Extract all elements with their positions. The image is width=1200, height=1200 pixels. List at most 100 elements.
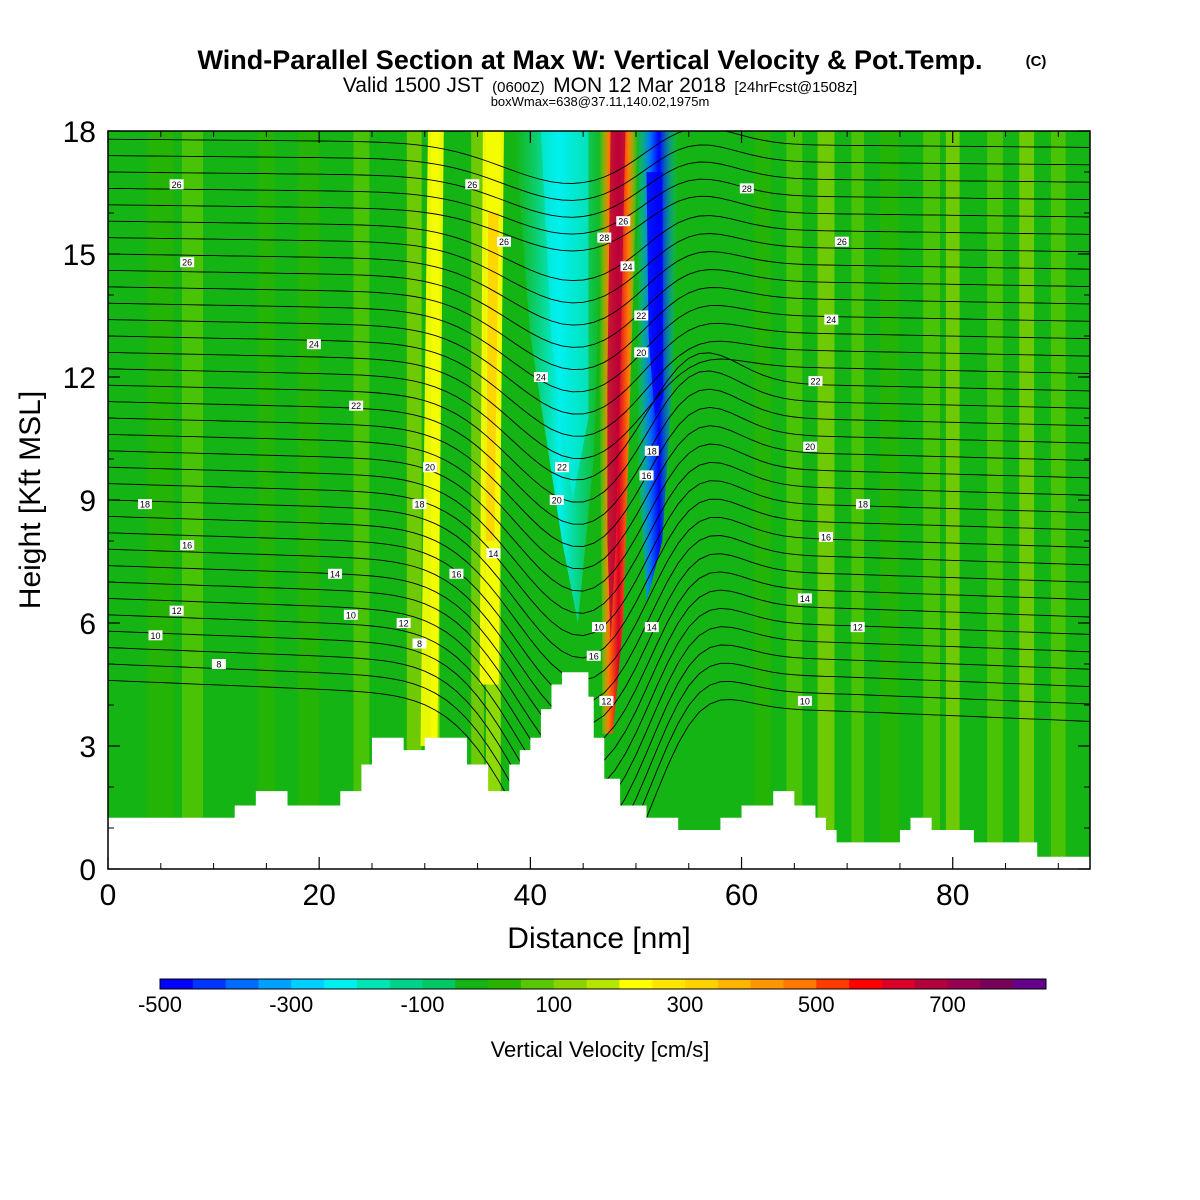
contour-label-text: 16 [182,541,192,551]
field-band [353,131,370,869]
downdraft-core [646,172,664,418]
y-tick-label: 9 [79,485,96,518]
downdraft-region-cyan-core [540,131,589,500]
updraft-band-west-3 [486,213,499,541]
contour-label-text: 24 [309,340,319,350]
theta-contour-line [108,663,1090,869]
valid-prefix: Valid 1500 JST [343,74,484,97]
contour-label: 24 [824,314,839,325]
contour-label-text: 16 [642,471,652,481]
y-axis-label: Height [Kft MSL] [14,391,47,609]
field-band [987,131,1003,869]
contour-label: 26 [616,216,631,227]
contour-label-bg [597,232,612,243]
theta-contour-line [108,388,1090,525]
contour-label-bg [808,376,823,387]
contour-label-text: 14 [800,594,810,604]
contour-label: 22 [555,462,570,473]
contour-label-text: 12 [399,619,409,629]
contour-label-bg [850,622,865,633]
contour-label-text: 26 [499,237,509,247]
colorbar-swatch [356,979,391,989]
contour-label-bg [180,257,195,268]
contour-label: 28 [597,232,612,243]
colorbar-swatch [816,979,850,989]
colorbar-swatch [750,979,784,989]
contour-label: 18 [412,499,427,510]
contour-label-text: 14 [330,569,340,579]
contour-label: 16 [180,540,195,551]
contour-label: 20 [634,347,649,358]
contour-label: 26 [169,179,184,190]
contour-label-bg [137,499,152,510]
colorbar-swatch [783,979,817,989]
contour-label-bg [349,400,364,411]
contour-label-bg [616,216,631,227]
contour-label-bg [592,622,606,633]
colorbar-swatch [914,979,949,989]
contour-label-bg [449,568,464,579]
contour-label: 26 [465,179,480,190]
contour-label: 28 [739,183,754,194]
contour-label-bg [486,548,501,559]
x-tick-label: 60 [725,879,758,912]
field-band [786,131,803,869]
contour-label-bg [639,470,654,481]
contour-label-text: 14 [647,623,657,633]
contour-label-bg [465,179,480,190]
contour-label: 22 [349,400,364,411]
theta-contour-line [108,548,1090,726]
field-band [298,131,320,869]
field-band [147,131,174,869]
contour-label-text: 10 [346,610,356,620]
colorbar-tick-label: -500 [138,992,182,1017]
contour-label-text: 26 [837,237,847,247]
box-max-label: boxWmax=638@37.11,140.02,1975m [491,94,710,109]
field-band [257,131,275,869]
theta-contour-line [108,515,1090,681]
colorbar-swatch [225,979,259,989]
contour-label-bg [169,605,184,616]
contour-label-text: 24 [536,373,546,383]
theta-contour-line [108,370,1090,503]
theta-contour-line [108,144,1090,201]
contour-label-text: 20 [636,348,646,358]
contour-label-text: 26 [182,258,192,268]
theta-contour-line [108,251,1090,326]
theta-contour-line [108,352,1090,481]
colorbar-tick-label: -300 [269,992,313,1017]
colorbar-swatch [586,979,620,989]
contour-label-bg [180,540,195,551]
contour-label-text: 10 [151,631,161,641]
contour-label-text: 20 [425,463,435,473]
colorbar-swatch [1013,979,1047,989]
contour-label-bg [634,347,649,358]
contour-label: 12 [850,622,865,633]
contour-label-text: 20 [552,496,562,506]
field-band [181,131,204,869]
contour-label: 12 [169,605,184,616]
valid-time-line: Valid 1500 JST (0600Z) MON 12 Mar 2018 [… [343,74,857,97]
contour-label-bg [819,531,834,542]
field-band [879,131,899,869]
contour-label-bg [423,462,438,473]
colorbar-frame [159,978,1047,990]
contour-label-text: 28 [742,184,752,194]
contour-label-bg [412,638,427,649]
field-band [1050,131,1066,869]
contour-label-text: 12 [172,606,182,616]
contour-label-bg [644,622,659,633]
contour-label: 14 [486,548,501,559]
terrain [108,672,1090,869]
vertical-velocity-field [147,131,1066,869]
contour-label-bg [549,495,564,505]
field-band [923,131,941,869]
chart-title: Wind-Parallel Section at Max W: Vertical… [198,45,983,75]
contour-label-bg [797,593,812,604]
theta-contour-line [108,461,1090,614]
contour-label: 20 [549,495,564,506]
contour-label-text: 22 [810,377,820,387]
colorbar-swatch [849,979,883,989]
contour-label: 18 [855,499,870,510]
